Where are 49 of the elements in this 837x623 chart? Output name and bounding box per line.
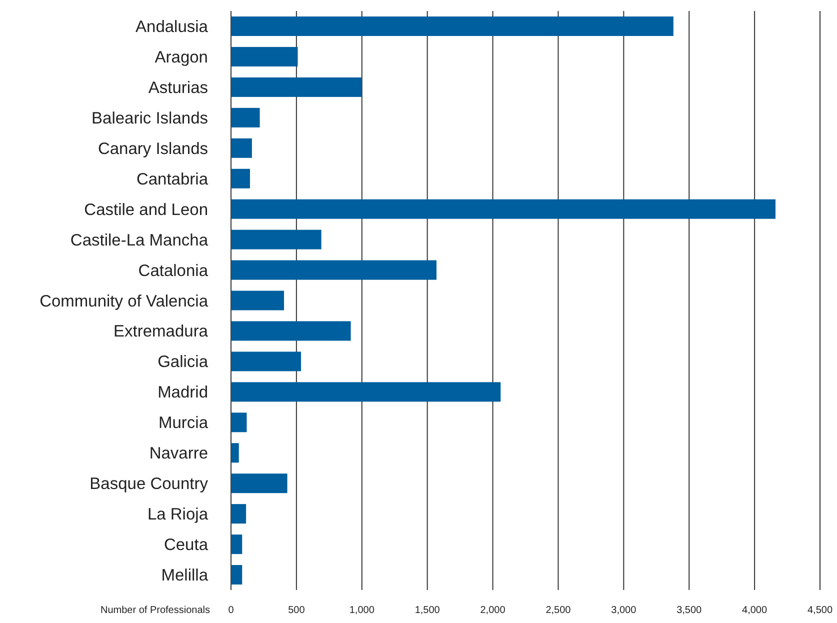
bar — [231, 443, 239, 463]
y-tick-label: Ceuta — [164, 536, 209, 554]
y-tick-label: Basque Country — [90, 475, 209, 494]
bar — [231, 504, 246, 524]
x-tick-label: 2,000 — [480, 605, 506, 616]
bar — [231, 108, 260, 128]
bar — [231, 534, 242, 554]
bar — [231, 474, 288, 494]
y-tick-label: La Rioja — [147, 506, 209, 524]
x-tick-label: 500 — [288, 605, 306, 616]
y-tick-label: Canary Islands — [98, 140, 208, 158]
bar — [231, 199, 776, 219]
y-tick-label: Melilla — [161, 566, 209, 585]
y-tick-label: Asturias — [148, 78, 208, 97]
bar — [231, 382, 501, 402]
x-tick-label: 1,500 — [414, 605, 440, 616]
bar — [231, 260, 436, 280]
bar — [231, 352, 302, 372]
bar — [231, 46, 298, 66]
bar — [231, 321, 351, 341]
y-tick-label: Catalonia — [138, 262, 209, 280]
bar — [231, 565, 242, 585]
y-tick-label: Balearic Islands — [92, 109, 208, 128]
y-tick-label: Galicia — [158, 353, 209, 372]
x-tick-label: 2,500 — [546, 605, 572, 616]
bar — [231, 16, 674, 36]
y-tick-label: Navarre — [149, 444, 208, 463]
bar — [231, 77, 362, 97]
x-tick-label: 4,500 — [807, 605, 833, 616]
y-tick-label: Aragon — [154, 48, 208, 66]
y-tick-label: Cantabria — [136, 170, 209, 188]
x-tick-label: 3,500 — [676, 605, 702, 616]
bar — [231, 168, 250, 188]
bar — [231, 230, 322, 250]
bar — [231, 138, 252, 158]
y-tick-label: Castile-La Mancha — [70, 231, 209, 250]
y-tick-label: Andalusia — [136, 18, 209, 36]
y-tick-label: Madrid — [158, 384, 208, 402]
x-axis-title: Number of Professionals — [100, 605, 210, 616]
y-tick-label: Murcia — [158, 414, 209, 432]
y-tick-label: Castile and Leon — [84, 200, 208, 219]
bar — [231, 290, 284, 310]
x-tick-label: 1,000 — [349, 605, 375, 616]
y-tick-label: Community of Valencia — [40, 292, 209, 310]
x-tick-label: 4,000 — [742, 605, 768, 616]
x-tick-label: 0 — [228, 605, 234, 616]
bar — [231, 412, 247, 432]
x-tick-label: 3,000 — [611, 605, 637, 616]
y-tick-label: Extremadura — [114, 322, 209, 341]
